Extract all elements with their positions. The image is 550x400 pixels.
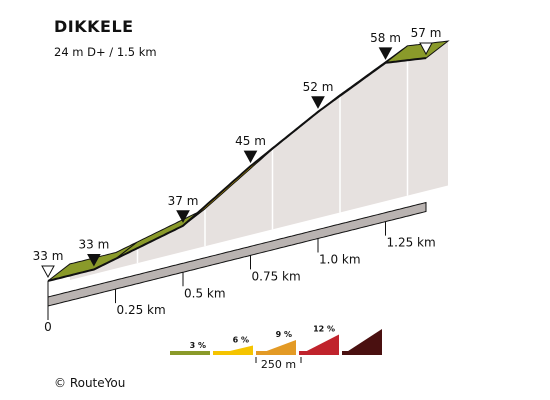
elevation-marker-2 — [87, 253, 101, 267]
profile-top-edge — [47, 57, 427, 282]
elevation-marker-1 — [41, 265, 55, 278]
legend-bar-5 — [342, 351, 382, 355]
elevation-marker-4 — [243, 150, 258, 164]
legend-swatch-5 — [342, 329, 382, 355]
chart-title: DIKKELE — [54, 17, 134, 36]
elevation-marker-5 — [311, 96, 325, 109]
profile-front-strip — [47, 201, 427, 307]
elevation-label-7: 57 m — [411, 26, 442, 40]
legend-bar-3 — [256, 351, 296, 355]
elevation-marker-6 — [378, 47, 393, 60]
legend-swatch-4 — [299, 334, 339, 355]
x-tick-label-3: 0.75 km — [252, 269, 301, 283]
scale-label: 250 m — [261, 358, 296, 371]
legend-bar-4 — [299, 351, 339, 355]
elevation-label-2: 33 m — [79, 237, 110, 251]
profile-side-face — [70, 41, 448, 280]
legend-bar-2 — [213, 351, 253, 355]
gradient-legend: 3 % 6 % 9 % 12 % 250 m — [170, 325, 382, 371]
profile-front-layer — [47, 57, 427, 307]
x-tick-label-4: 1.0 km — [319, 253, 361, 267]
elevation-label-3: 37 m — [168, 194, 199, 208]
legend-label-3: 9 % — [276, 330, 292, 339]
elevation-marker-7 — [419, 42, 433, 56]
x-tick-label-1: 0.25 km — [117, 303, 166, 317]
x-tick-label-0: 0 — [44, 320, 52, 334]
chart-subtitle: 24 m D+ / 1.5 km — [54, 45, 157, 59]
legend-label-4: 12 % — [313, 325, 335, 334]
x-tick-label-2: 0.5 km — [184, 286, 226, 300]
profile-side-layer — [70, 41, 448, 280]
elevation-label-6: 58 m — [370, 31, 401, 45]
x-axis-ticks: 0 0.25 km 0.5 km 0.75 km 1.0 km 1.25 km — [44, 221, 436, 334]
elevation-labels: 33 m 33 m 37 m 45 m 52 m 58 m 57 m — [33, 26, 442, 278]
x-tick-label-5: 1.25 km — [387, 236, 436, 250]
routeyou-credit: © RouteYou — [54, 376, 126, 390]
legend-label-2: 6 % — [233, 336, 249, 345]
elevation-label-4: 45 m — [235, 134, 266, 148]
legend-label-1: 3 % — [190, 341, 206, 350]
elevation-marker-3 — [176, 210, 190, 223]
elevation-label-1: 33 m — [33, 249, 64, 263]
elevation-label-5: 52 m — [303, 80, 334, 94]
legend-bar-1 — [170, 351, 210, 355]
